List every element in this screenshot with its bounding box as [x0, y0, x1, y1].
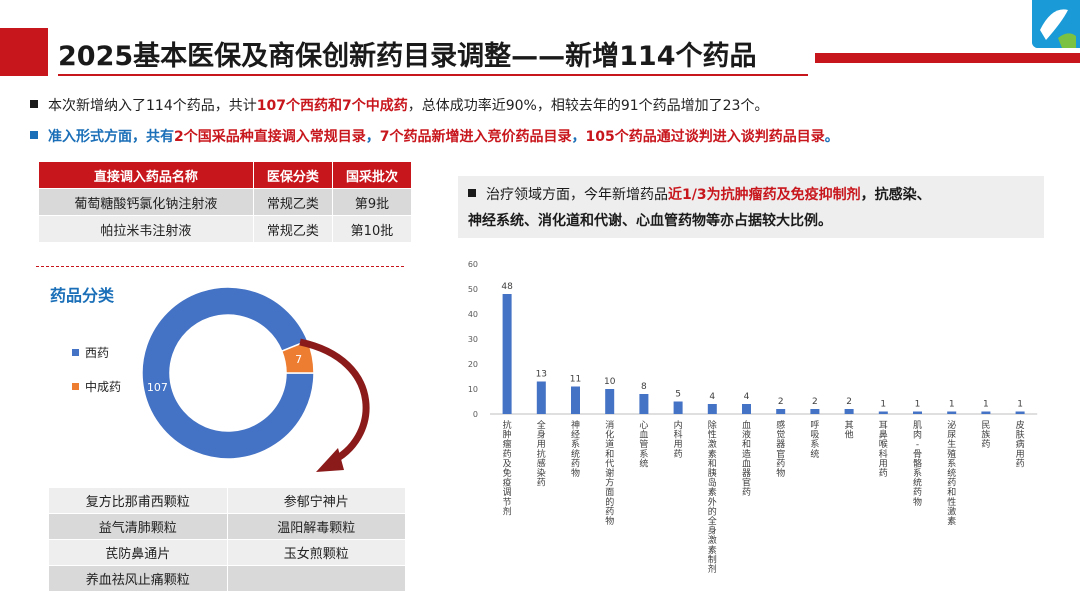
brand-logo — [1032, 0, 1080, 48]
page-title: 2025基本医保及商保创新药目录调整——新增114个药品 — [58, 41, 757, 72]
bar — [502, 294, 512, 414]
bar — [913, 411, 922, 414]
therapy-note-box: 治疗领域方面，今年新增药品近1/3为抗肿瘤药及免疫抑制剂，抗感染、 神经系统、消… — [458, 176, 1044, 238]
table-row: 帕拉米韦注射液 常规乙类 第10批 — [38, 215, 413, 243]
bar — [810, 409, 820, 414]
bar — [536, 381, 546, 414]
x-tick-label: 心血管系统 — [639, 420, 648, 469]
header-accent-left — [0, 28, 48, 76]
x-tick-label: 血液和造血器官药 — [742, 419, 751, 498]
donut-value-label: 7 — [295, 353, 302, 366]
logo-icon — [1032, 0, 1080, 48]
bar-value-label: 13 — [536, 370, 547, 380]
table-row: 芪防鼻通片 玉女煎颗粒 — [48, 539, 406, 566]
table-row: 益气清肺颗粒 温阳解毒颗粒 — [48, 513, 406, 540]
bar-value-label: 2 — [846, 397, 852, 407]
bar-value-label: 48 — [501, 282, 513, 292]
therapy-area-bar-chart: 010203040506048抗肿瘤药及免疫调节剂13全身用抗感染药11神经系统… — [468, 260, 1038, 575]
bar-value-label: 1 — [915, 400, 921, 410]
bar — [947, 411, 957, 414]
bar-value-label: 1 — [983, 400, 989, 410]
y-tick-label: 60 — [468, 260, 478, 269]
arrow-head-icon — [316, 448, 344, 472]
table-header: 医保分类 — [252, 161, 333, 189]
bar-value-label: 5 — [675, 390, 681, 400]
bar — [742, 404, 751, 414]
bar — [844, 409, 854, 414]
bar-value-label: 1 — [949, 400, 955, 410]
x-tick-label: 皮肤病用药 — [1016, 419, 1025, 469]
y-tick-label: 40 — [468, 310, 478, 319]
x-tick-label: 全身用抗感染药 — [537, 419, 546, 489]
bar-value-label: 11 — [570, 375, 581, 385]
bar — [639, 394, 649, 414]
x-tick-label: 民族药 — [981, 420, 990, 450]
x-tick-label: 肌肉-骨骼系统药物 — [913, 420, 922, 508]
bar — [878, 411, 888, 414]
y-tick-label: 30 — [468, 335, 478, 344]
x-tick-label: 感觉器官药物 — [776, 419, 785, 479]
y-tick-label: 50 — [468, 285, 478, 294]
x-tick-label: 耳鼻喉科用药 — [879, 420, 888, 479]
bar — [673, 401, 683, 414]
bar-value-label: 4 — [709, 392, 715, 402]
donut-value-label: 107 — [147, 381, 168, 394]
legend-item: 中成药 — [72, 378, 121, 395]
bar — [707, 404, 717, 414]
bar — [776, 409, 786, 414]
table-row: 复方比那甫西颗粒 参郁宁神片 — [48, 487, 406, 514]
divider — [36, 266, 404, 267]
header-underline — [58, 74, 808, 76]
bar — [981, 411, 991, 414]
x-tick-label: 呼吸系统 — [810, 420, 819, 460]
curved-arrow-icon — [299, 338, 370, 466]
bullet-square-icon — [30, 100, 38, 108]
bar-value-label: 2 — [812, 397, 818, 407]
legend-swatch — [72, 383, 79, 390]
donut-slice-tcm — [280, 339, 315, 374]
x-tick-label: 消化道和代谢方面的药物 — [605, 419, 614, 527]
donut-title: 药品分类 — [50, 286, 115, 305]
bar-value-label: 8 — [641, 382, 647, 392]
tcm-drug-table: 复方比那甫西颗粒 参郁宁神片 益气清肺颗粒 温阳解毒颗粒 芪防鼻通片 玉女煎颗粒… — [48, 487, 406, 592]
bar-value-label: 4 — [744, 392, 750, 402]
x-tick-label: 抗肿瘤药及免疫调节剂 — [503, 419, 512, 517]
bar — [1015, 411, 1025, 414]
x-tick-label: 其他 — [845, 420, 854, 441]
table-header: 国采批次 — [331, 161, 413, 189]
x-tick-label: 除性激素和胰岛素外的全身激素制剂 — [708, 419, 717, 575]
access-form-bullet: 准入形式方面，共有2个国采品种直接调入常规目录，7个药品新增进入竞价药品目录，1… — [30, 126, 839, 146]
summary-bullet: 本次新增纳入了114个药品，共计107个西药和7个中成药，总体成功率近90%，相… — [30, 95, 768, 115]
table-row: 葡萄糖酸钙氯化钠注射液 常规乙类 第9批 — [38, 188, 413, 216]
donut-slice-western — [141, 286, 315, 460]
x-tick-label: 内科用药 — [674, 419, 683, 460]
table-header: 直接调入药品名称 — [38, 161, 254, 189]
bar — [605, 389, 615, 414]
bullet-square-icon — [30, 131, 38, 139]
x-tick-label: 泌尿生殖系统药和性激素 — [947, 419, 956, 527]
y-tick-label: 0 — [473, 410, 478, 419]
bar-value-label: 2 — [778, 397, 784, 407]
legend-item: 西药 — [72, 344, 109, 361]
header-accent-right — [815, 53, 1080, 63]
bar-value-label: 10 — [604, 377, 616, 387]
y-tick-label: 20 — [468, 360, 478, 369]
table-row: 养血祛风止痛颗粒 — [48, 565, 406, 592]
direct-entry-table: 直接调入药品名称 医保分类 国采批次 葡萄糖酸钙氯化钠注射液 常规乙类 第9批 … — [38, 161, 413, 243]
legend-swatch — [72, 349, 79, 356]
x-tick-label: 神经系统药物 — [571, 419, 580, 479]
y-tick-label: 10 — [468, 385, 478, 394]
bar-value-label: 1 — [880, 400, 886, 410]
bullet-square-icon — [468, 189, 476, 197]
bar-value-label: 1 — [1017, 400, 1023, 410]
bar — [571, 386, 580, 414]
